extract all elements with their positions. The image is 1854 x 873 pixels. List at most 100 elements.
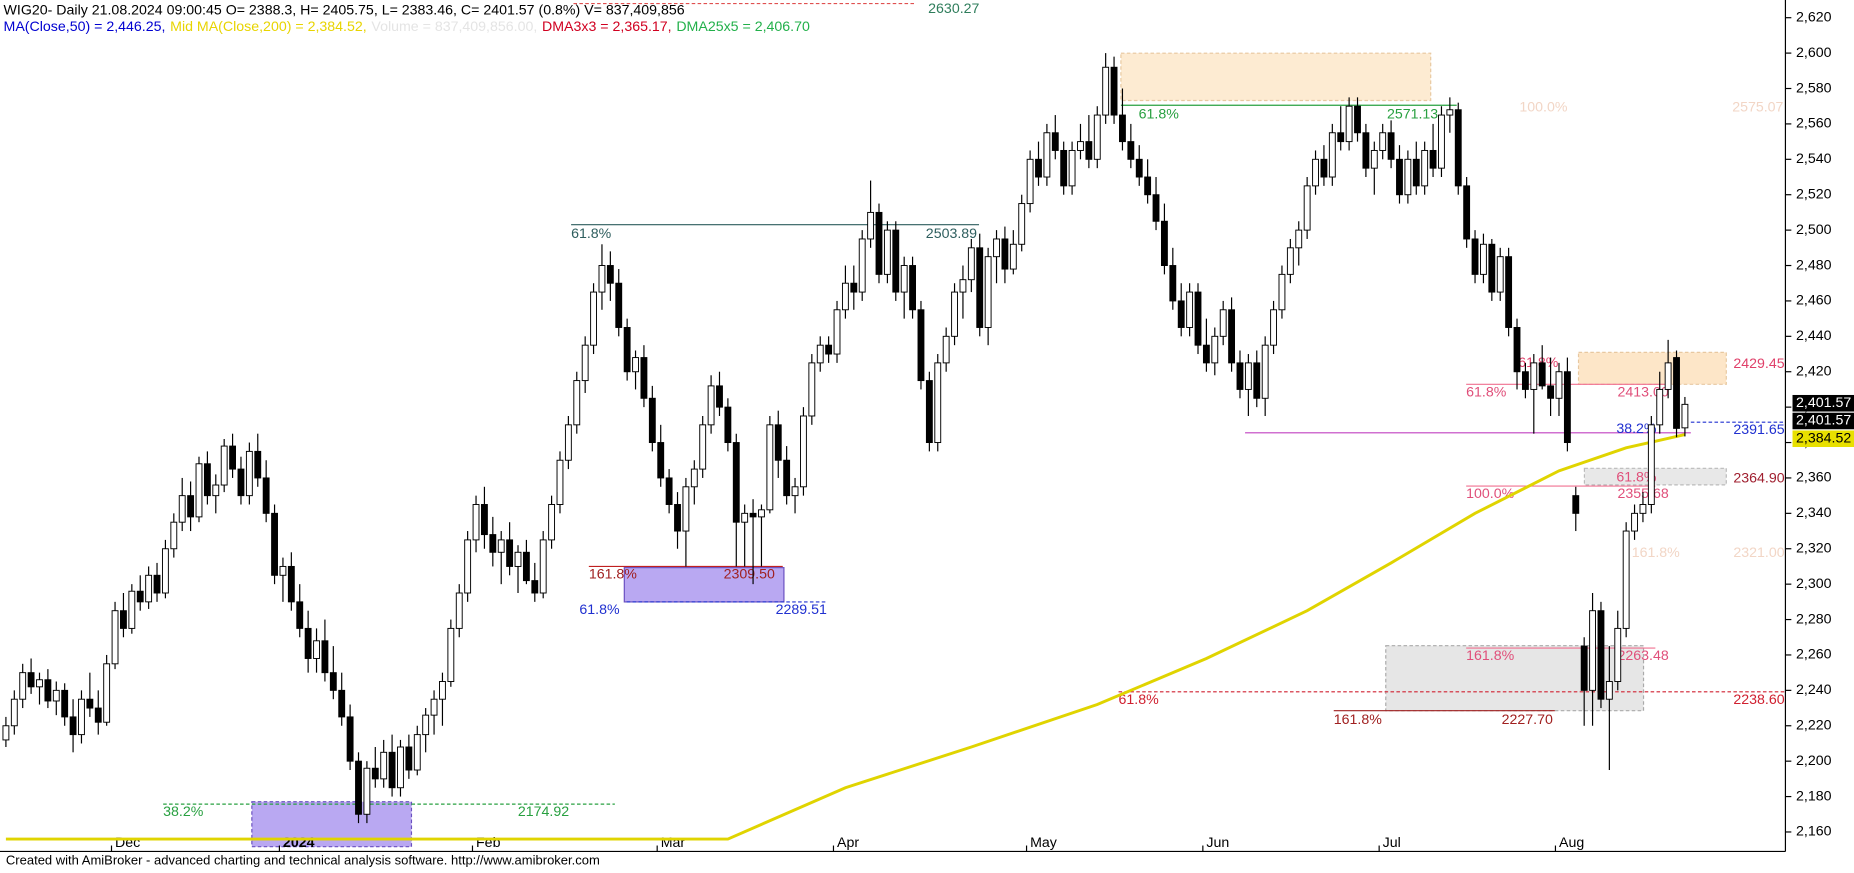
candle-body	[1093, 114, 1101, 160]
candle-body	[1421, 149, 1429, 187]
candle-body	[136, 590, 144, 603]
candle-body	[1639, 504, 1647, 514]
candle-body	[321, 640, 329, 674]
indicator: MA(Close,50) = 2,446.25,	[4, 19, 166, 35]
y-tick-label: 2,260	[1796, 647, 1832, 663]
candle-body	[413, 734, 421, 771]
candle-body	[615, 282, 623, 328]
candle-body	[187, 495, 195, 518]
candle-body	[1580, 645, 1588, 691]
candle-body	[1362, 132, 1370, 169]
annotation: 2227.70	[1502, 712, 1553, 728]
candle-body	[539, 539, 547, 594]
indicator: Mid MA(Close,200) = 2,384.52,	[170, 19, 367, 35]
candle-body	[1354, 105, 1361, 134]
candle-body	[1018, 203, 1026, 245]
candle-body	[699, 424, 707, 470]
candle-body	[1345, 105, 1353, 143]
candle-body	[967, 247, 975, 281]
candle-body	[1278, 273, 1286, 311]
y-tick-label: 2,240	[1796, 682, 1832, 698]
candle-body	[245, 450, 253, 497]
candle-body	[1622, 530, 1630, 629]
x-tick-label: Apr	[837, 835, 859, 851]
candle-body	[94, 707, 102, 723]
annotation: 38.2%	[163, 804, 204, 820]
chart-title: WIG20- Daily 21.08.2024 09:00:45 O= 2388…	[4, 2, 685, 18]
annotation: 2263.48	[1618, 648, 1669, 664]
candle-body	[942, 335, 950, 364]
candle-body	[27, 672, 35, 688]
candle-body	[1236, 362, 1244, 390]
candle-body	[296, 601, 304, 629]
candle-body	[1202, 344, 1210, 364]
price-tag-label: 2,401.57	[1796, 395, 1851, 411]
candle-body	[825, 344, 833, 355]
candle-body	[69, 716, 77, 736]
candle-body	[153, 574, 161, 594]
candle-body	[1026, 158, 1034, 205]
candle-body	[648, 397, 656, 444]
candle-body	[841, 282, 849, 311]
zone	[1385, 645, 1645, 712]
candle-body	[867, 211, 875, 240]
candle-body	[783, 459, 791, 497]
candle-body	[1370, 149, 1378, 169]
candle-body	[984, 256, 992, 328]
candle-body	[1270, 309, 1277, 346]
candle-body	[1085, 141, 1093, 160]
annotation: 2571.13	[1387, 106, 1438, 122]
candle-body	[590, 291, 597, 346]
y-tick-label: 2,180	[1796, 788, 1832, 804]
candle-body	[1496, 256, 1504, 293]
y-tick-label: 2,460	[1796, 293, 1832, 309]
price-tag	[1792, 430, 1854, 448]
candle-body	[363, 767, 371, 815]
zones	[251, 52, 1727, 848]
candle-body	[1244, 362, 1252, 390]
candle-body	[548, 504, 556, 541]
candle-body	[279, 565, 287, 576]
candle-body	[732, 442, 740, 523]
candle-body	[1060, 149, 1068, 187]
y-tick-label: 2,540	[1796, 151, 1832, 167]
candle-body	[514, 551, 522, 567]
candle-body	[800, 415, 807, 488]
candle-body	[212, 484, 220, 497]
x-tick-label: Dec	[115, 835, 140, 851]
candle-body	[1521, 371, 1529, 390]
candle-body	[506, 539, 514, 567]
y-tick-label: 2,320	[1796, 540, 1832, 556]
candle-body	[1186, 291, 1194, 328]
candle-body	[1169, 265, 1177, 302]
candle-body	[1009, 243, 1017, 270]
y-tick-label: 2,340	[1796, 505, 1832, 521]
candle-body	[304, 627, 312, 659]
candle-body	[1068, 149, 1076, 187]
candle-body	[909, 265, 917, 311]
annotation: 61.8%	[1518, 355, 1559, 371]
levels	[163, 2, 1786, 805]
y-tick-label: 2,160	[1796, 824, 1832, 840]
candle-body	[380, 751, 388, 780]
annotation: 61.8%	[1466, 384, 1507, 400]
y-tick-label: 2,360	[1796, 470, 1832, 486]
annotation: 61.8%	[579, 602, 620, 618]
candle-body	[1396, 158, 1403, 196]
candle-body	[1261, 344, 1269, 399]
zone	[623, 567, 785, 603]
annotation: 2503.89	[926, 226, 977, 242]
annotation: 2289.51	[776, 602, 827, 618]
annotation: 2630.27	[928, 1, 979, 17]
candle-body	[237, 468, 245, 497]
candle-body	[556, 459, 564, 505]
candle-body	[959, 279, 967, 293]
y-tick-label: 2,560	[1796, 116, 1832, 132]
zone	[1583, 467, 1727, 486]
candle-body	[1480, 243, 1487, 275]
candle-body	[883, 229, 891, 275]
candle-body	[850, 282, 858, 293]
candle-body	[606, 265, 614, 284]
candle-body	[1228, 309, 1236, 364]
candle-body	[271, 512, 278, 576]
